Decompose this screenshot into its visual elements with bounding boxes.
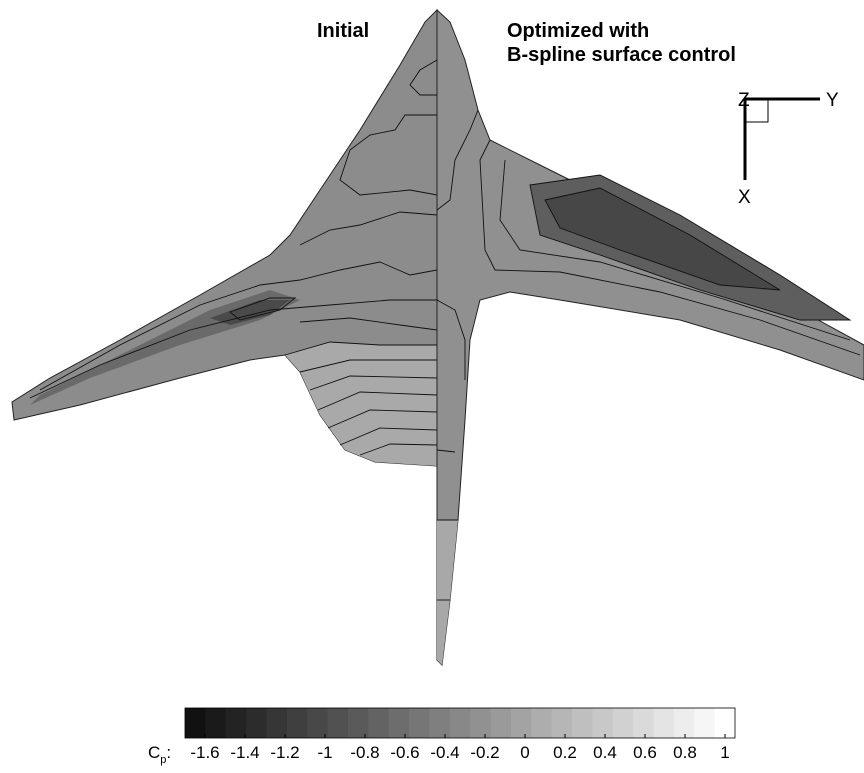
colorbar-band: [613, 708, 634, 738]
colorbar-tick-label: -1.6: [190, 743, 219, 762]
colorbar-band: [470, 708, 491, 738]
optimized-surface: [437, 10, 864, 665]
colorbar-tick-label: -1.2: [270, 743, 299, 762]
colorbar-tick-label: -0.8: [350, 743, 379, 762]
colorbar: -1.6 -1.4 -1.2 -1 -0.8 -0.6 -0.4 -0.2 0 0.2 0.4 0.6…: [185, 708, 736, 762]
colorbar-tick-label: -0.6: [390, 743, 419, 762]
colorbar-band: [592, 708, 613, 738]
colorbar-band: [287, 708, 308, 738]
colorbar-band: [185, 708, 206, 738]
colorbar-label-base: C: [148, 743, 160, 762]
colorbar-tick-label: -1.4: [230, 743, 259, 762]
colorbar-band: [389, 708, 410, 738]
colorbar-tick-label: 0: [520, 743, 529, 762]
colorbar-tick-label: 0.4: [593, 743, 617, 762]
colorbar-band: [429, 708, 450, 738]
colorbar-tick-label: -1: [317, 743, 332, 762]
colorbar-tick-label: 1: [720, 743, 729, 762]
initial-surface: [12, 10, 437, 466]
colorbar-band: [552, 708, 573, 738]
colorbar-band: [450, 708, 471, 738]
colorbar-band: [368, 708, 389, 738]
colorbar-band: [226, 708, 247, 738]
colorbar-band: [715, 708, 736, 738]
axis-y: Y: [826, 90, 839, 111]
colorbar-band: [328, 708, 349, 738]
colorbar-band: [654, 708, 675, 738]
colorbar-band: [531, 708, 552, 738]
title-initial: Initial: [317, 20, 369, 42]
colorbar-label: Cp:: [148, 743, 171, 766]
colorbar-band: [246, 708, 267, 738]
colorbar-band: [205, 708, 226, 738]
colorbar-tick-label: 0.8: [673, 743, 697, 762]
colorbar-band: [511, 708, 532, 738]
colorbar-band: [694, 708, 715, 738]
colorbar-band: [409, 708, 430, 738]
colorbar-tick-label: 0.6: [633, 743, 657, 762]
chart: Initial Optimized with B-spline surface …: [0, 0, 864, 773]
colorbar-tick-label: 0.2: [553, 743, 577, 762]
colorbar-band: [572, 708, 593, 738]
colorbar-band: [266, 708, 287, 738]
colorbar-tick-label: -0.4: [430, 743, 459, 762]
colorbar-band: [633, 708, 654, 738]
colorbar-band: [307, 708, 328, 738]
title-optimized: Optimized with: [507, 20, 649, 42]
axis-triad: Z Y X: [738, 90, 839, 208]
colorbar-label-colon: :: [166, 743, 171, 762]
axis-z: Z: [738, 90, 750, 111]
colorbar-band: [491, 708, 512, 738]
colorbar-band: [674, 708, 695, 738]
title-optimized: B-spline surface control: [507, 44, 736, 66]
colorbar-tick-label: -0.2: [470, 743, 499, 762]
axis-x: X: [738, 187, 751, 208]
colorbar-band: [348, 708, 369, 738]
